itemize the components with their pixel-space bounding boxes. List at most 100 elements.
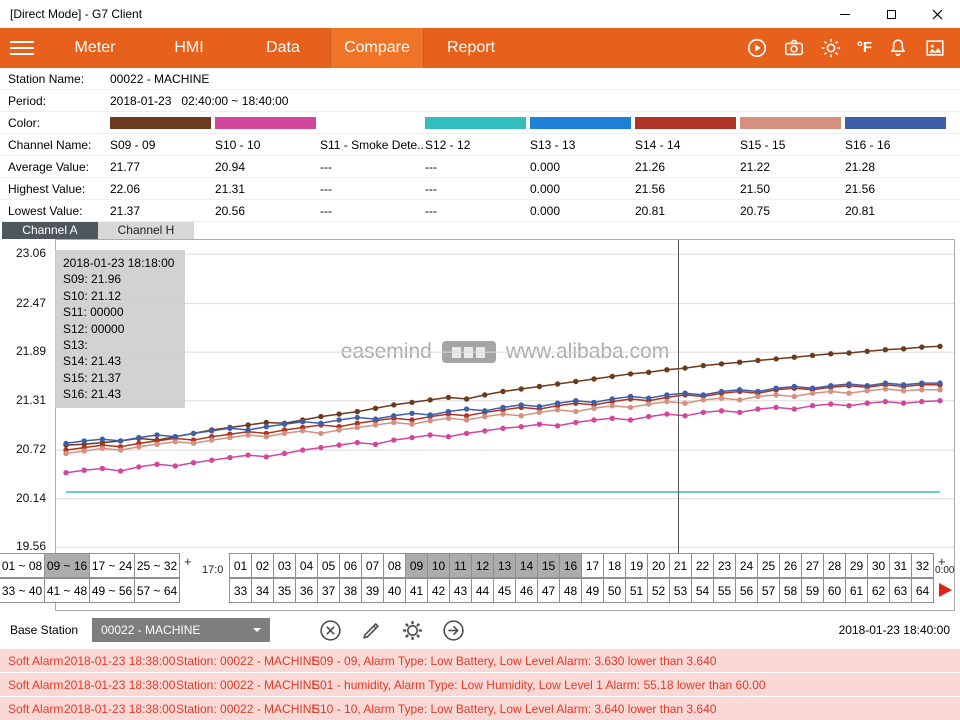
channel-number-cell[interactable]: 52	[647, 578, 670, 603]
channel-number-cell[interactable]: 10	[427, 553, 450, 578]
minimize-button[interactable]	[822, 0, 868, 28]
settings-icon[interactable]	[400, 618, 425, 643]
channel-number-cell[interactable]: 26	[779, 553, 802, 578]
channel-number-cell[interactable]: 37	[317, 578, 340, 603]
channel-number-cell[interactable]: 13	[493, 553, 516, 578]
channel-number-cell[interactable]: 16	[559, 553, 582, 578]
channel-number-cell[interactable]: 57	[757, 578, 780, 603]
channel-number-cell[interactable]: 49	[581, 578, 604, 603]
channel-number-cell[interactable]: 48	[559, 578, 582, 603]
channel-number-cell[interactable]: 30	[867, 553, 890, 578]
channel-number-cell[interactable]: 17	[581, 553, 604, 578]
close-button[interactable]	[914, 0, 960, 28]
channel-number-cell[interactable]: 23	[713, 553, 736, 578]
channel-number-cell[interactable]: 11	[449, 553, 472, 578]
menu-icon[interactable]	[0, 28, 48, 68]
nav-item-meter[interactable]: Meter	[48, 28, 142, 68]
channel-number-cell[interactable]: 01	[229, 553, 252, 578]
channel-number-cell[interactable]: 53	[669, 578, 692, 603]
channel-group-cell[interactable]: 57 ~ 64	[134, 578, 180, 603]
channel-number-cell[interactable]: 21	[669, 553, 692, 578]
channel-number-cell[interactable]: 25	[757, 553, 780, 578]
channel-number-cell[interactable]: 03	[273, 553, 296, 578]
channel-number-cell[interactable]: 28	[823, 553, 846, 578]
camera-icon[interactable]	[783, 37, 805, 59]
channel-number-cell[interactable]: 62	[867, 578, 890, 603]
channel-number-cell[interactable]: 41	[405, 578, 428, 603]
channel-number-cell[interactable]: 19	[625, 553, 648, 578]
channel-number-cell[interactable]: 42	[427, 578, 450, 603]
channel-number-cell[interactable]: 56	[735, 578, 758, 603]
channel-number-cell[interactable]: 24	[735, 553, 758, 578]
next-arrow-icon[interactable]	[939, 583, 952, 597]
channel-number-cell[interactable]: 47	[537, 578, 560, 603]
nav-item-data[interactable]: Data	[236, 28, 330, 68]
channel-number-cell[interactable]: 51	[625, 578, 648, 603]
channel-number-cell[interactable]: 46	[515, 578, 538, 603]
tab-channel-h[interactable]: Channel H	[98, 222, 194, 239]
channel-number-cell[interactable]: 20	[647, 553, 670, 578]
channel-number-cell[interactable]: 32	[911, 553, 934, 578]
nav-item-hmi[interactable]: HMI	[142, 28, 236, 68]
channel-number-cell[interactable]: 14	[515, 553, 538, 578]
channel-number-cell[interactable]: 38	[339, 578, 362, 603]
channel-group-cell[interactable]: 33 ~ 40	[0, 578, 45, 603]
tab-channel-a[interactable]: Channel A	[2, 222, 98, 239]
channel-number-cell[interactable]: 07	[361, 553, 384, 578]
alarm-bell-icon[interactable]	[887, 37, 909, 59]
channel-number-cell[interactable]: 60	[823, 578, 846, 603]
channel-number-cell[interactable]: 18	[603, 553, 626, 578]
edit-icon[interactable]	[359, 618, 384, 643]
alarm-row[interactable]: Soft Alarm2018-01-23 18:38:00Station: 00…	[0, 649, 960, 672]
channel-number-cell[interactable]: 06	[339, 553, 362, 578]
channel-number-cell[interactable]: 63	[889, 578, 912, 603]
brightness-icon[interactable]	[820, 37, 842, 59]
channel-number-cell[interactable]: 22	[691, 553, 714, 578]
channel-number-cell[interactable]: 61	[845, 578, 868, 603]
channel-number-cell[interactable]: 27	[801, 553, 824, 578]
channel-number-cell[interactable]: 31	[889, 553, 912, 578]
channel-number-cell[interactable]: 12	[471, 553, 494, 578]
channel-number-cell[interactable]: 34	[251, 578, 274, 603]
channel-number-cell[interactable]: 50	[603, 578, 626, 603]
channel-group-cell[interactable]: 25 ~ 32	[134, 553, 180, 578]
run-icon[interactable]	[746, 37, 768, 59]
channel-group-cell[interactable]: 41 ~ 48	[44, 578, 90, 603]
channel-number-cell[interactable]: 05	[317, 553, 340, 578]
go-icon[interactable]	[441, 618, 466, 643]
channel-number-cell[interactable]: 40	[383, 578, 406, 603]
alarm-row[interactable]: Soft Alarm2018-01-23 18:38:00Station: 00…	[0, 673, 960, 696]
nav-item-compare[interactable]: Compare	[330, 28, 424, 68]
channel-number-cell[interactable]: 64	[911, 578, 934, 603]
nav-item-report[interactable]: Report	[424, 28, 518, 68]
fahrenheit-icon[interactable]: °F	[857, 37, 872, 59]
channel-number-cell[interactable]: 36	[295, 578, 318, 603]
channel-number-cell[interactable]: 29	[845, 553, 868, 578]
channel-number-cell[interactable]: 09	[405, 553, 428, 578]
maximize-button[interactable]	[868, 0, 914, 28]
snapshot-icon[interactable]	[924, 37, 946, 59]
channel-number-cell[interactable]: 45	[493, 578, 516, 603]
channel-number-cell[interactable]: 08	[383, 553, 406, 578]
channel-number-cell[interactable]: 35	[273, 578, 296, 603]
channel-number-cell[interactable]: 04	[295, 553, 318, 578]
channel-number-cell[interactable]: 15	[537, 553, 560, 578]
channel-color-bar	[740, 117, 841, 129]
alarm-row[interactable]: Soft Alarm2018-01-23 18:38:00Station: 00…	[0, 697, 960, 720]
channel-number-cell[interactable]: 58	[779, 578, 802, 603]
channel-group-cell[interactable]: 01 ~ 08	[0, 553, 45, 578]
channel-number-cell[interactable]: 59	[801, 578, 824, 603]
channel-number-cell[interactable]: 44	[471, 578, 494, 603]
channel-number-cell[interactable]: 02	[251, 553, 274, 578]
channel-number-cell[interactable]: 55	[713, 578, 736, 603]
channel-number-cell[interactable]: 43	[449, 578, 472, 603]
channel-group-cell[interactable]: 17 ~ 24	[89, 553, 135, 578]
chart-cursor-line[interactable]	[678, 240, 679, 553]
channel-number-cell[interactable]: 33	[229, 578, 252, 603]
channel-number-cell[interactable]: 54	[691, 578, 714, 603]
channel-number-cell[interactable]: 39	[361, 578, 384, 603]
channel-group-cell[interactable]: 49 ~ 56	[89, 578, 135, 603]
clear-icon[interactable]	[318, 618, 343, 643]
channel-group-cell[interactable]: 09 ~ 16	[44, 553, 90, 578]
base-station-dropdown[interactable]: 00022 - MACHINE	[92, 618, 270, 642]
